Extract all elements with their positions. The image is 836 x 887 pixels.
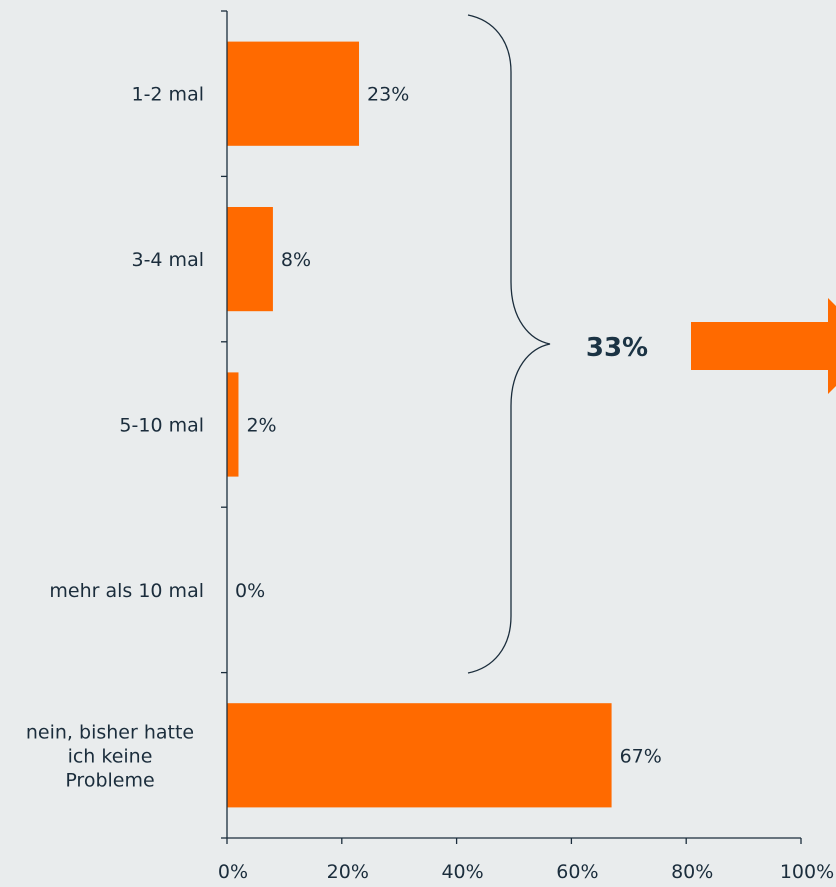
- category-label: 5-10 mal: [119, 415, 204, 437]
- bar: [227, 41, 360, 146]
- category-label-line: Probleme: [65, 769, 154, 791]
- category-label-line: ich keine: [68, 745, 153, 767]
- category-label-line: 3-4 mal: [131, 249, 204, 271]
- category-label-line: nein, bisher hatte: [26, 721, 194, 743]
- bar: [227, 206, 273, 312]
- bars-group: [227, 41, 612, 808]
- bar: [227, 372, 239, 477]
- category-label-line: 5-10 mal: [119, 415, 204, 437]
- category-label-line: 1-2 mal: [131, 84, 204, 106]
- labels-group: 23% 1-2 mal 8% 3-4 mal 2% 5-10 mal 0% mehr als …: [26, 84, 834, 883]
- bar-value-label: 67%: [620, 745, 662, 767]
- category-label-line: mehr als 10 mal: [49, 580, 204, 602]
- category-label: mehr als 10 mal: [49, 580, 204, 602]
- right-arrow-icon: [691, 298, 836, 394]
- x-tick-label: 60%: [556, 861, 598, 883]
- category-label: nein, bisher hatte ich keine Probleme: [26, 721, 194, 791]
- bar-value-label: 0%: [235, 580, 265, 602]
- x-tick-label: 0%: [218, 861, 248, 883]
- x-tick-label: 20%: [327, 861, 369, 883]
- category-label: 1-2 mal: [131, 84, 204, 106]
- bar-value-label: 8%: [281, 249, 311, 271]
- x-tick-label: 40%: [441, 861, 483, 883]
- bracket-brace: [467, 14, 551, 674]
- bar-value-label: 23%: [367, 84, 409, 106]
- bracket-total-label: 33%: [586, 333, 648, 363]
- x-tick-label: 100%: [780, 861, 834, 883]
- x-tick-label: 80%: [671, 861, 713, 883]
- bar-value-label: 2%: [246, 415, 276, 437]
- axes-group: [221, 10, 802, 844]
- category-label: 3-4 mal: [131, 249, 204, 271]
- bar: [227, 703, 612, 808]
